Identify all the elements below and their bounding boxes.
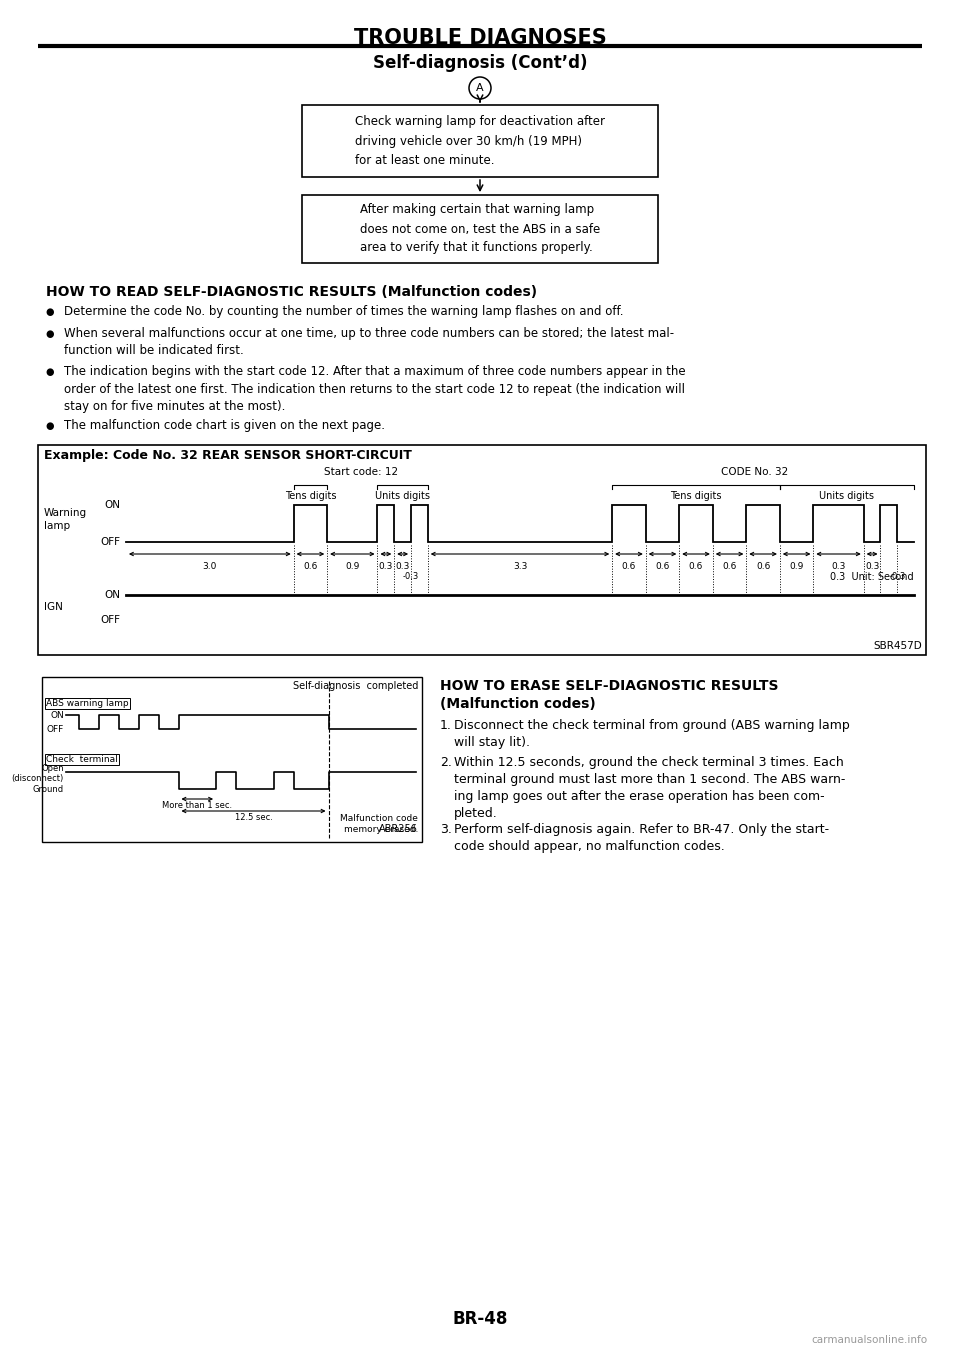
Text: Check warning lamp for deactivation after
driving vehicle over 30 km/h (19 MPH)
: Check warning lamp for deactivation afte… <box>355 115 605 167</box>
Text: IGN: IGN <box>44 603 62 612</box>
Text: ABS warning lamp: ABS warning lamp <box>46 699 129 708</box>
Text: 0.9: 0.9 <box>346 562 360 570</box>
Text: 0.3  Unit: Second: 0.3 Unit: Second <box>830 572 914 583</box>
Text: OFF: OFF <box>100 615 120 625</box>
Text: SBR457D: SBR457D <box>874 641 922 650</box>
Text: 3.: 3. <box>440 823 452 837</box>
Text: Units digits: Units digits <box>375 492 430 501</box>
Bar <box>42 678 422 842</box>
Bar <box>302 105 658 177</box>
Text: HOW TO READ SELF-DIAGNOSTIC RESULTS (Malfunction codes): HOW TO READ SELF-DIAGNOSTIC RESULTS (Mal… <box>46 285 538 299</box>
Text: 0.6: 0.6 <box>722 562 736 570</box>
Text: 0.3: 0.3 <box>396 562 410 570</box>
Text: BR-48: BR-48 <box>452 1310 508 1328</box>
Text: -0.3: -0.3 <box>889 572 905 581</box>
Text: ●: ● <box>46 329 55 340</box>
Text: OFF: OFF <box>47 725 64 733</box>
Text: Malfunction code
memory erased.: Malfunction code memory erased. <box>340 813 418 834</box>
Text: ●: ● <box>46 367 55 378</box>
Text: (Malfunction codes): (Malfunction codes) <box>440 697 596 712</box>
Text: 12.5 sec.: 12.5 sec. <box>234 813 273 822</box>
Text: ON: ON <box>104 500 120 511</box>
Text: 0.9: 0.9 <box>789 562 804 570</box>
Text: 3.3: 3.3 <box>513 562 527 570</box>
Text: Tens digits: Tens digits <box>670 492 722 501</box>
Text: Open
(disconnect): Open (disconnect) <box>12 765 64 784</box>
Text: Perform self-diagnosis again. Refer to BR-47. Only the start-
code should appear: Perform self-diagnosis again. Refer to B… <box>454 823 829 853</box>
Text: More than 1 sec.: More than 1 sec. <box>162 801 232 809</box>
Text: Units digits: Units digits <box>820 492 875 501</box>
Text: Self-diagnosis (Cont’d): Self-diagnosis (Cont’d) <box>372 54 588 72</box>
Text: Warning
lamp: Warning lamp <box>44 508 87 531</box>
Text: After making certain that warning lamp
does not come on, test the ABS in a safe
: After making certain that warning lamp d… <box>360 204 600 254</box>
Text: ON: ON <box>104 589 120 600</box>
Text: 0.3: 0.3 <box>378 562 393 570</box>
Text: Determine the code No. by counting the number of times the warning lamp flashes : Determine the code No. by counting the n… <box>64 306 623 318</box>
Text: ABR256: ABR256 <box>379 824 418 834</box>
Text: 1.: 1. <box>440 718 452 732</box>
Text: ●: ● <box>46 307 55 316</box>
Text: carmanualsonline.info: carmanualsonline.info <box>812 1335 928 1344</box>
Text: Start code: 12: Start code: 12 <box>324 467 397 477</box>
Text: Check  terminal: Check terminal <box>46 755 118 765</box>
Text: -0.3: -0.3 <box>403 572 420 581</box>
Text: 0.3: 0.3 <box>865 562 879 570</box>
Text: When several malfunctions occur at one time, up to three code numbers can be sto: When several malfunctions occur at one t… <box>64 327 674 357</box>
Text: The indication begins with the start code 12. After that a maximum of three code: The indication begins with the start cod… <box>64 365 685 413</box>
Bar <box>38 445 926 655</box>
Text: TROUBLE DIAGNOSES: TROUBLE DIAGNOSES <box>353 29 607 48</box>
Text: Tens digits: Tens digits <box>285 492 336 501</box>
Text: 0.3: 0.3 <box>831 562 846 570</box>
Text: Within 12.5 seconds, ground the check terminal 3 times. Each
terminal ground mus: Within 12.5 seconds, ground the check te… <box>454 756 846 820</box>
Text: The malfunction code chart is given on the next page.: The malfunction code chart is given on t… <box>64 420 385 432</box>
Text: OFF: OFF <box>100 536 120 547</box>
Text: HOW TO ERASE SELF-DIAGNOSTIC RESULTS: HOW TO ERASE SELF-DIAGNOSTIC RESULTS <box>440 679 779 693</box>
Text: ●: ● <box>46 421 55 430</box>
Text: CODE No. 32: CODE No. 32 <box>721 467 788 477</box>
Text: A: A <box>476 83 484 92</box>
Text: 2.: 2. <box>440 756 452 769</box>
Text: Ground: Ground <box>33 785 64 793</box>
Text: 0.6: 0.6 <box>622 562 636 570</box>
Text: 3.0: 3.0 <box>203 562 217 570</box>
Bar <box>302 196 658 263</box>
Text: 0.6: 0.6 <box>656 562 670 570</box>
Text: 0.6: 0.6 <box>756 562 770 570</box>
Text: Disconnect the check terminal from ground (ABS warning lamp
will stay lit).: Disconnect the check terminal from groun… <box>454 718 850 750</box>
Text: 0.6: 0.6 <box>689 562 704 570</box>
Text: Example: Code No. 32 REAR SENSOR SHORT-CIRCUIT: Example: Code No. 32 REAR SENSOR SHORT-C… <box>44 449 412 462</box>
Text: Self-diagnosis  completed: Self-diagnosis completed <box>293 680 418 691</box>
Text: 0.6: 0.6 <box>303 562 318 570</box>
Text: ON: ON <box>50 710 64 720</box>
